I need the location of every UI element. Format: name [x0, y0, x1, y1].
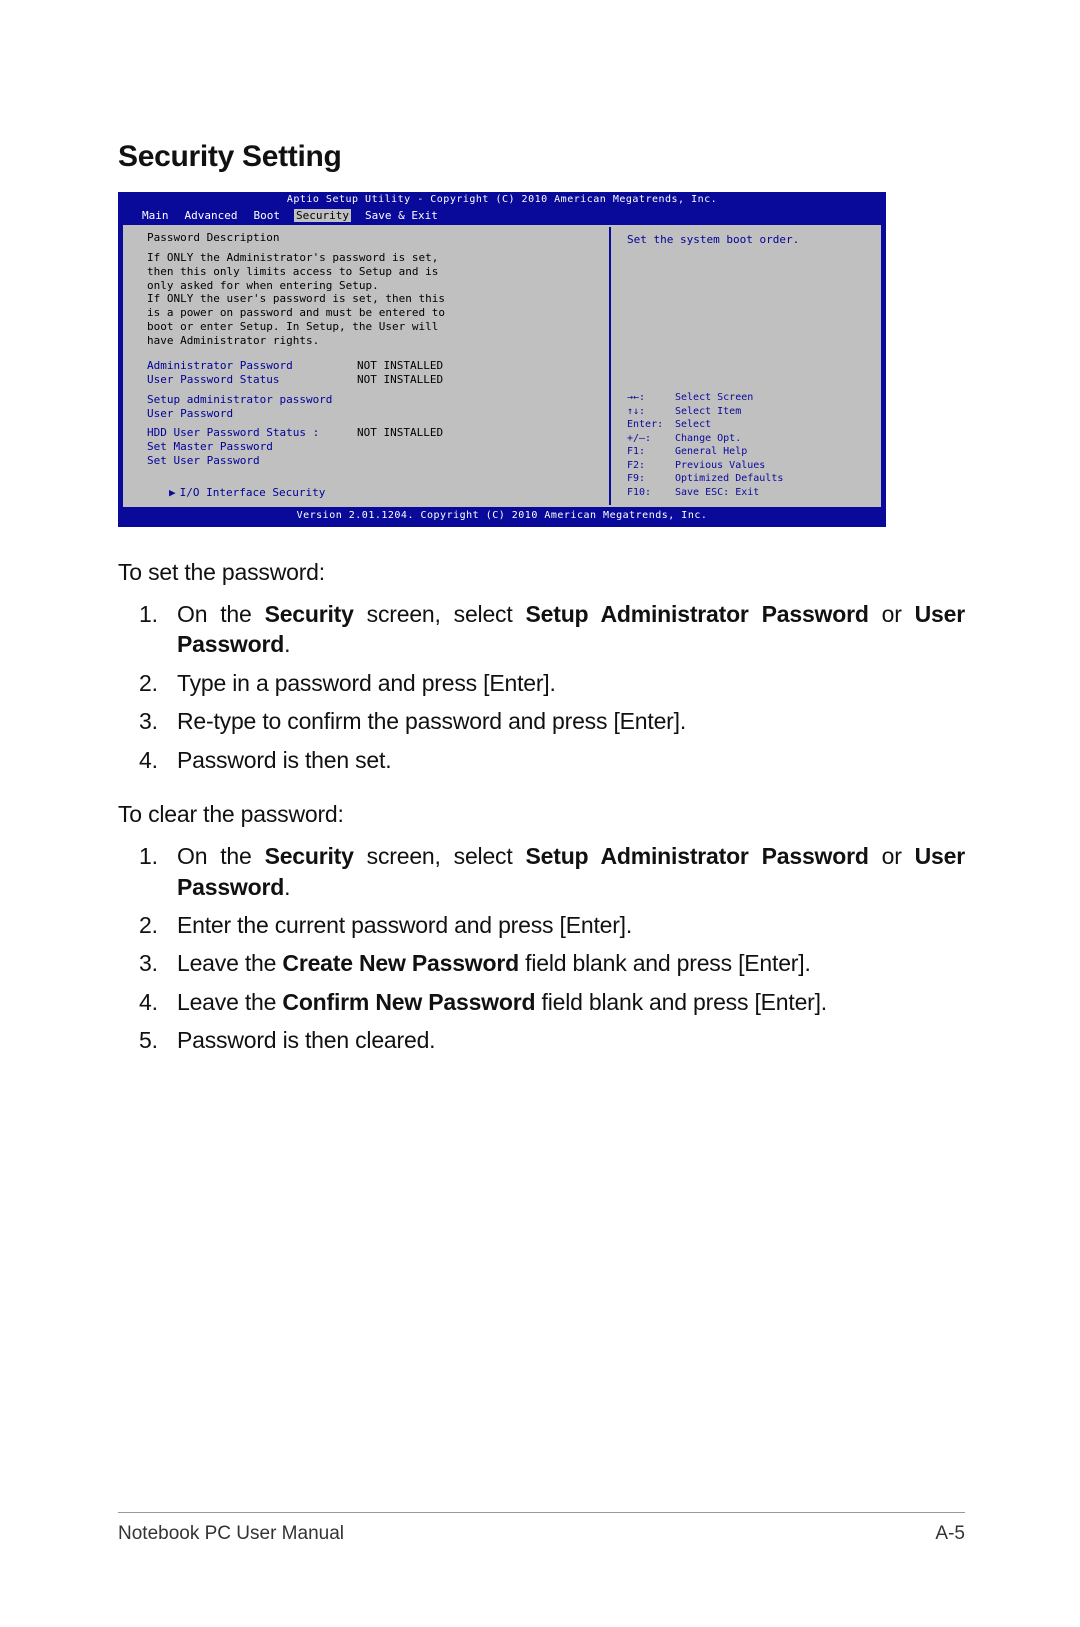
bios-row: Administrator PasswordNOT INSTALLED [147, 359, 597, 373]
page: Security Setting Aptio Setup Utility - C… [0, 0, 1080, 1627]
bios-title-bar: Aptio Setup Utility - Copyright (C) 2010… [118, 192, 886, 207]
instructions: To set the password: On the Security scr… [118, 557, 965, 1056]
bios-menu-item: Boot [251, 209, 282, 223]
step-item: Re-type to confirm the password and pres… [164, 706, 965, 736]
bios-row: Set Master Password [147, 440, 597, 454]
bios-footer-bar: Version 2.01.1204. Copyright (C) 2010 Am… [118, 507, 886, 527]
set-password-steps: On the Security screen, select Setup Adm… [118, 599, 965, 775]
page-footer: Notebook PC User Manual A-5 [118, 1512, 965, 1545]
bios-screenshot: Aptio Setup Utility - Copyright (C) 2010… [118, 192, 886, 527]
bios-row: User Password [147, 407, 597, 421]
bios-status-rows: Administrator PasswordNOT INSTALLEDUser … [147, 359, 597, 387]
triangle-right-icon: ▶ [169, 486, 176, 499]
bios-left-panel: Password Description If ONLY the Adminis… [125, 227, 611, 505]
step-item: Leave the Confirm New Password field bla… [164, 987, 965, 1017]
bios-menu-item: Main [140, 209, 171, 223]
bios-row: HDD User Password Status :NOT INSTALLED [147, 426, 597, 440]
bios-right-panel: Set the system boot order. →←:Select Scr… [611, 227, 879, 505]
bios-row: Setup administrator password [147, 393, 597, 407]
bios-menu-bar: Main Advanced Boot Security Save & Exit [118, 207, 886, 226]
bios-io-security: ▶I/O Interface Security [147, 480, 597, 500]
step-item: Type in a password and press [Enter]. [164, 668, 965, 698]
bios-section-title: Password Description [147, 231, 597, 245]
step-item: Password is then set. [164, 745, 965, 775]
footer-right: A-5 [935, 1523, 965, 1545]
set-password-intro: To set the password: [118, 557, 965, 587]
bios-key-legend: →←:Select Screen↑↓:Select ItemEnter:Sele… [627, 391, 865, 499]
step-item: Enter the current password and press [En… [164, 910, 965, 940]
section-heading: Security Setting [118, 140, 965, 174]
bios-row: Set User Password [147, 454, 597, 468]
step-item: On the Security screen, select Setup Adm… [164, 599, 965, 660]
bios-description: If ONLY the Administrator's password is … [147, 251, 597, 347]
step-item: Leave the Create New Password field blan… [164, 948, 965, 978]
bios-action-rows: Setup administrator passwordUser Passwor… [147, 393, 597, 421]
bios-menu-item: Save & Exit [363, 209, 440, 223]
bios-menu-item: Security [294, 209, 351, 223]
bios-panel: Password Description If ONLY the Adminis… [123, 225, 881, 507]
bios-menu-item: Advanced [183, 209, 240, 223]
step-item: Password is then cleared. [164, 1025, 965, 1055]
footer-left: Notebook PC User Manual [118, 1523, 344, 1545]
bios-hdd-rows: HDD User Password Status :NOT INSTALLEDS… [147, 426, 597, 467]
step-item: On the Security screen, select Setup Adm… [164, 841, 965, 902]
bios-row: User Password StatusNOT INSTALLED [147, 373, 597, 387]
clear-password-steps: On the Security screen, select Setup Adm… [118, 841, 965, 1055]
clear-password-intro: To clear the password: [118, 799, 965, 829]
bios-help-text: Set the system boot order. [627, 233, 865, 247]
